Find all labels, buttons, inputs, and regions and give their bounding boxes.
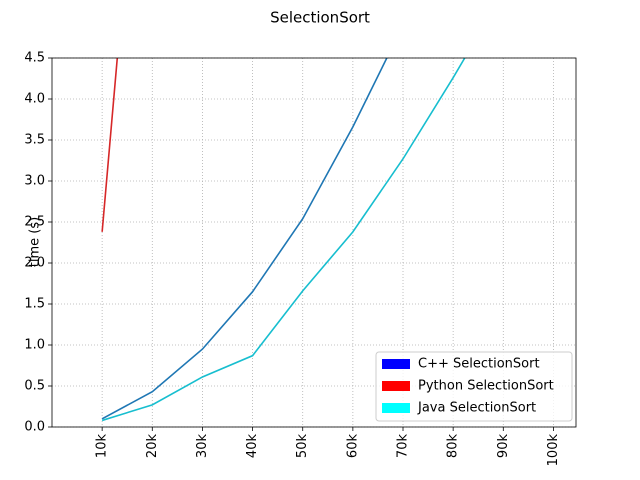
y-tick-label: 1.5: [24, 297, 45, 312]
x-tick-label: 40k: [245, 434, 260, 459]
y-tick-label: 0.0: [24, 420, 45, 435]
y-tick-label: 1.0: [24, 338, 45, 353]
x-tick-label: 80k: [446, 434, 461, 459]
legend-box: [375, 351, 573, 422]
x-tick-label: 100k: [546, 434, 561, 467]
x-tick-label: 90k: [496, 434, 511, 459]
y-tick-label: 4.0: [24, 92, 45, 107]
y-axis-label: time (s): [28, 217, 43, 267]
data-line: [101, 58, 466, 422]
x-tick-label: 70k: [396, 434, 411, 459]
y-tick-label: 3.5: [24, 133, 45, 148]
legend-swatch: [382, 359, 410, 369]
x-tick-label: 10k: [95, 434, 110, 459]
x-tick-label: 60k: [345, 434, 360, 459]
y-tick-label: 0.5: [24, 379, 45, 394]
x-tick-label: 20k: [145, 434, 160, 459]
y-tick-label: 2.5: [24, 215, 45, 230]
chart-title: SelectionSort: [270, 9, 370, 27]
legend-label: Java SelectionSort: [417, 401, 536, 416]
legend-swatch: [382, 403, 410, 413]
y-tick-label: 2.0: [24, 256, 45, 271]
x-tick-label: 50k: [295, 434, 310, 459]
plot-frame: [51, 57, 577, 428]
data-line: [101, 58, 119, 232]
x-tick-label: 30k: [195, 434, 210, 459]
y-tick-label: 4.5: [24, 51, 45, 66]
legend-label: C++ SelectionSort: [418, 357, 540, 372]
y-tick-label: 3.0: [24, 174, 45, 189]
legend-swatch: [382, 381, 410, 391]
data-line: [101, 58, 388, 420]
legend-label: Python SelectionSort: [418, 379, 554, 394]
